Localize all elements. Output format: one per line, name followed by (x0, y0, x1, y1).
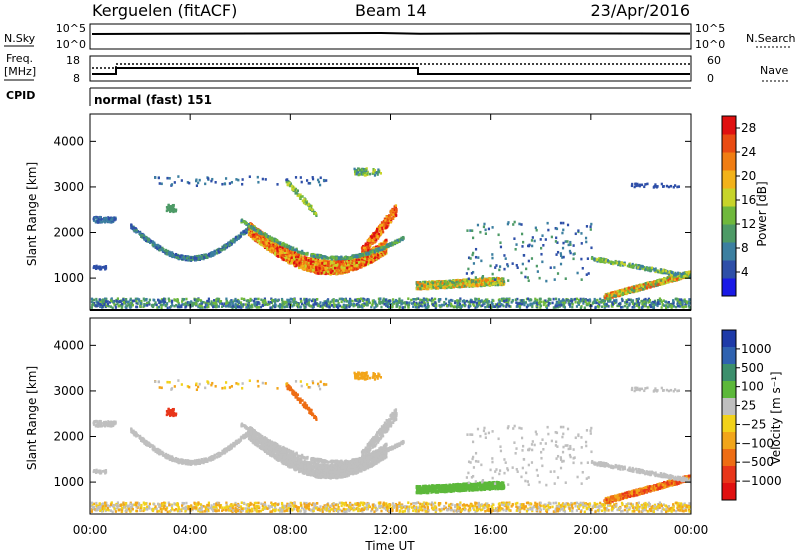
velocity-ylabel: Slant Range [km] (25, 366, 39, 470)
cpid-panel: CPID normal (fast) 151 (6, 87, 691, 107)
velocity-colorbar-tick: 1000 (741, 342, 772, 356)
power-colorbar: 28 24 20 16 12 8 4 (721, 115, 756, 297)
nsearch-tick-top: 10^5 (695, 22, 725, 35)
velocity-colorbar-swatch (722, 398, 736, 416)
power-colorbar-tick: 8 (741, 241, 749, 255)
power-colorbar-tick: 12 (741, 217, 756, 231)
power-colorbar-swatch (722, 152, 736, 171)
power-colorbar-swatch (722, 242, 736, 261)
power-colorbar-swatch (722, 278, 736, 297)
freq-label-line1: Freq. (6, 52, 33, 65)
velocity-colorbar-swatch (722, 483, 736, 501)
velocity-colorbar-tick: −100 (741, 436, 774, 450)
velocity-colorbar-label: Velocity [m s⁻¹] (769, 371, 783, 464)
nave-label: Nave (760, 64, 788, 77)
velocity-colorbar-swatch (722, 432, 736, 450)
power-colorbar-swatch (722, 188, 736, 207)
velocity-colorbar-tick: −25 (741, 417, 766, 431)
cpid-mode: normal (fast) 151 (94, 93, 212, 107)
y-tick-label: 2000 (53, 430, 84, 444)
x-tick-label: 20:00 (574, 523, 609, 537)
nave-tick-bottom: 0 (707, 72, 714, 85)
power-colorbar-tick: 28 (741, 121, 756, 135)
power-colorbar-swatch (722, 134, 736, 153)
power-colorbar-swatch (722, 260, 736, 279)
power-panel: 1000 2000 3000 4000 Slant Range [km] (25, 113, 692, 311)
velocity-colorbar-swatch (722, 381, 736, 399)
nsky-label: N.Sky (4, 32, 36, 45)
velocity-colorbar-swatch (722, 364, 736, 382)
y-tick-label: 4000 (53, 134, 84, 148)
x-tick-label: 04:00 (173, 523, 208, 537)
velocity-colorbar-tick: 500 (741, 361, 764, 375)
velocity-colorbar-swatch (722, 330, 736, 348)
power-colorbar-swatch (722, 170, 736, 189)
y-tick-label: 1000 (53, 475, 84, 489)
nsearch-label: N.Search (746, 32, 796, 45)
power-colorbar-swatch (722, 224, 736, 243)
power-colorbar-label: Power [dB] (755, 181, 769, 246)
power-colorbar-tick: 16 (741, 193, 756, 207)
velocity-colorbar-swatch (722, 347, 736, 365)
nsearch-tick-bottom: 10^0 (695, 38, 725, 51)
x-axis-label: Time UT (364, 539, 415, 553)
power-ylabel: Slant Range [km] (25, 162, 39, 266)
velocity-colorbar: 1000 500 100 25 −25 −100 −500 −1000 (721, 329, 782, 501)
y-tick-label: 3000 (53, 180, 84, 194)
date-label: 23/Apr/2016 (590, 1, 690, 20)
velocity-colorbar-swatch (722, 466, 736, 484)
power-colorbar-tick: 24 (741, 145, 756, 159)
velocity-colorbar-swatch (722, 449, 736, 467)
nsky-panel: 10^5 10^0 N.Sky 10^5 10^0 N.Search (4, 22, 796, 51)
x-tick-label: 16:00 (473, 523, 508, 537)
cpid-label: CPID (6, 89, 35, 102)
y-tick-label: 4000 (53, 338, 84, 352)
velocity-panel: 1000 2000 3000 4000 Slant Range [km] 00:00 0… (25, 317, 709, 553)
y-tick-label: 3000 (53, 384, 84, 398)
power-colorbar-swatch (722, 206, 736, 225)
nave-tick-top: 60 (707, 54, 721, 67)
freq-tick-bottom: 8 (73, 72, 80, 85)
freq-tick-top: 18 (66, 54, 80, 67)
x-tick-label: 00:00 (674, 523, 709, 537)
station-title: Kerguelen (fitACF) (92, 1, 237, 20)
x-tick-label: 12:00 (373, 523, 408, 537)
y-tick-label: 2000 (53, 226, 84, 240)
velocity-colorbar-tick: 100 (741, 380, 764, 394)
velocity-colorbar-tick: 25 (741, 399, 756, 413)
velocity-colorbar-tick: −1000 (741, 474, 782, 488)
nsky-tick-top: 10^5 (56, 22, 86, 35)
velocity-colorbar-swatch (722, 415, 736, 433)
freq-panel: 18 8 Freq. [MHz] 60 0 Nave (4, 52, 788, 85)
x-tick-label: 00:00 (73, 523, 108, 537)
power-colorbar-tick: 20 (741, 169, 756, 183)
velocity-colorbar-tick: −500 (741, 455, 774, 469)
nsky-tick-bottom: 10^0 (56, 38, 86, 51)
power-colorbar-tick: 4 (741, 265, 749, 279)
y-tick-label: 1000 (53, 271, 84, 285)
beam-label: Beam 14 (355, 1, 427, 20)
freq-label-line2: [MHz] (4, 65, 36, 78)
x-tick-label: 08:00 (273, 523, 308, 537)
power-colorbar-swatch (722, 116, 736, 135)
